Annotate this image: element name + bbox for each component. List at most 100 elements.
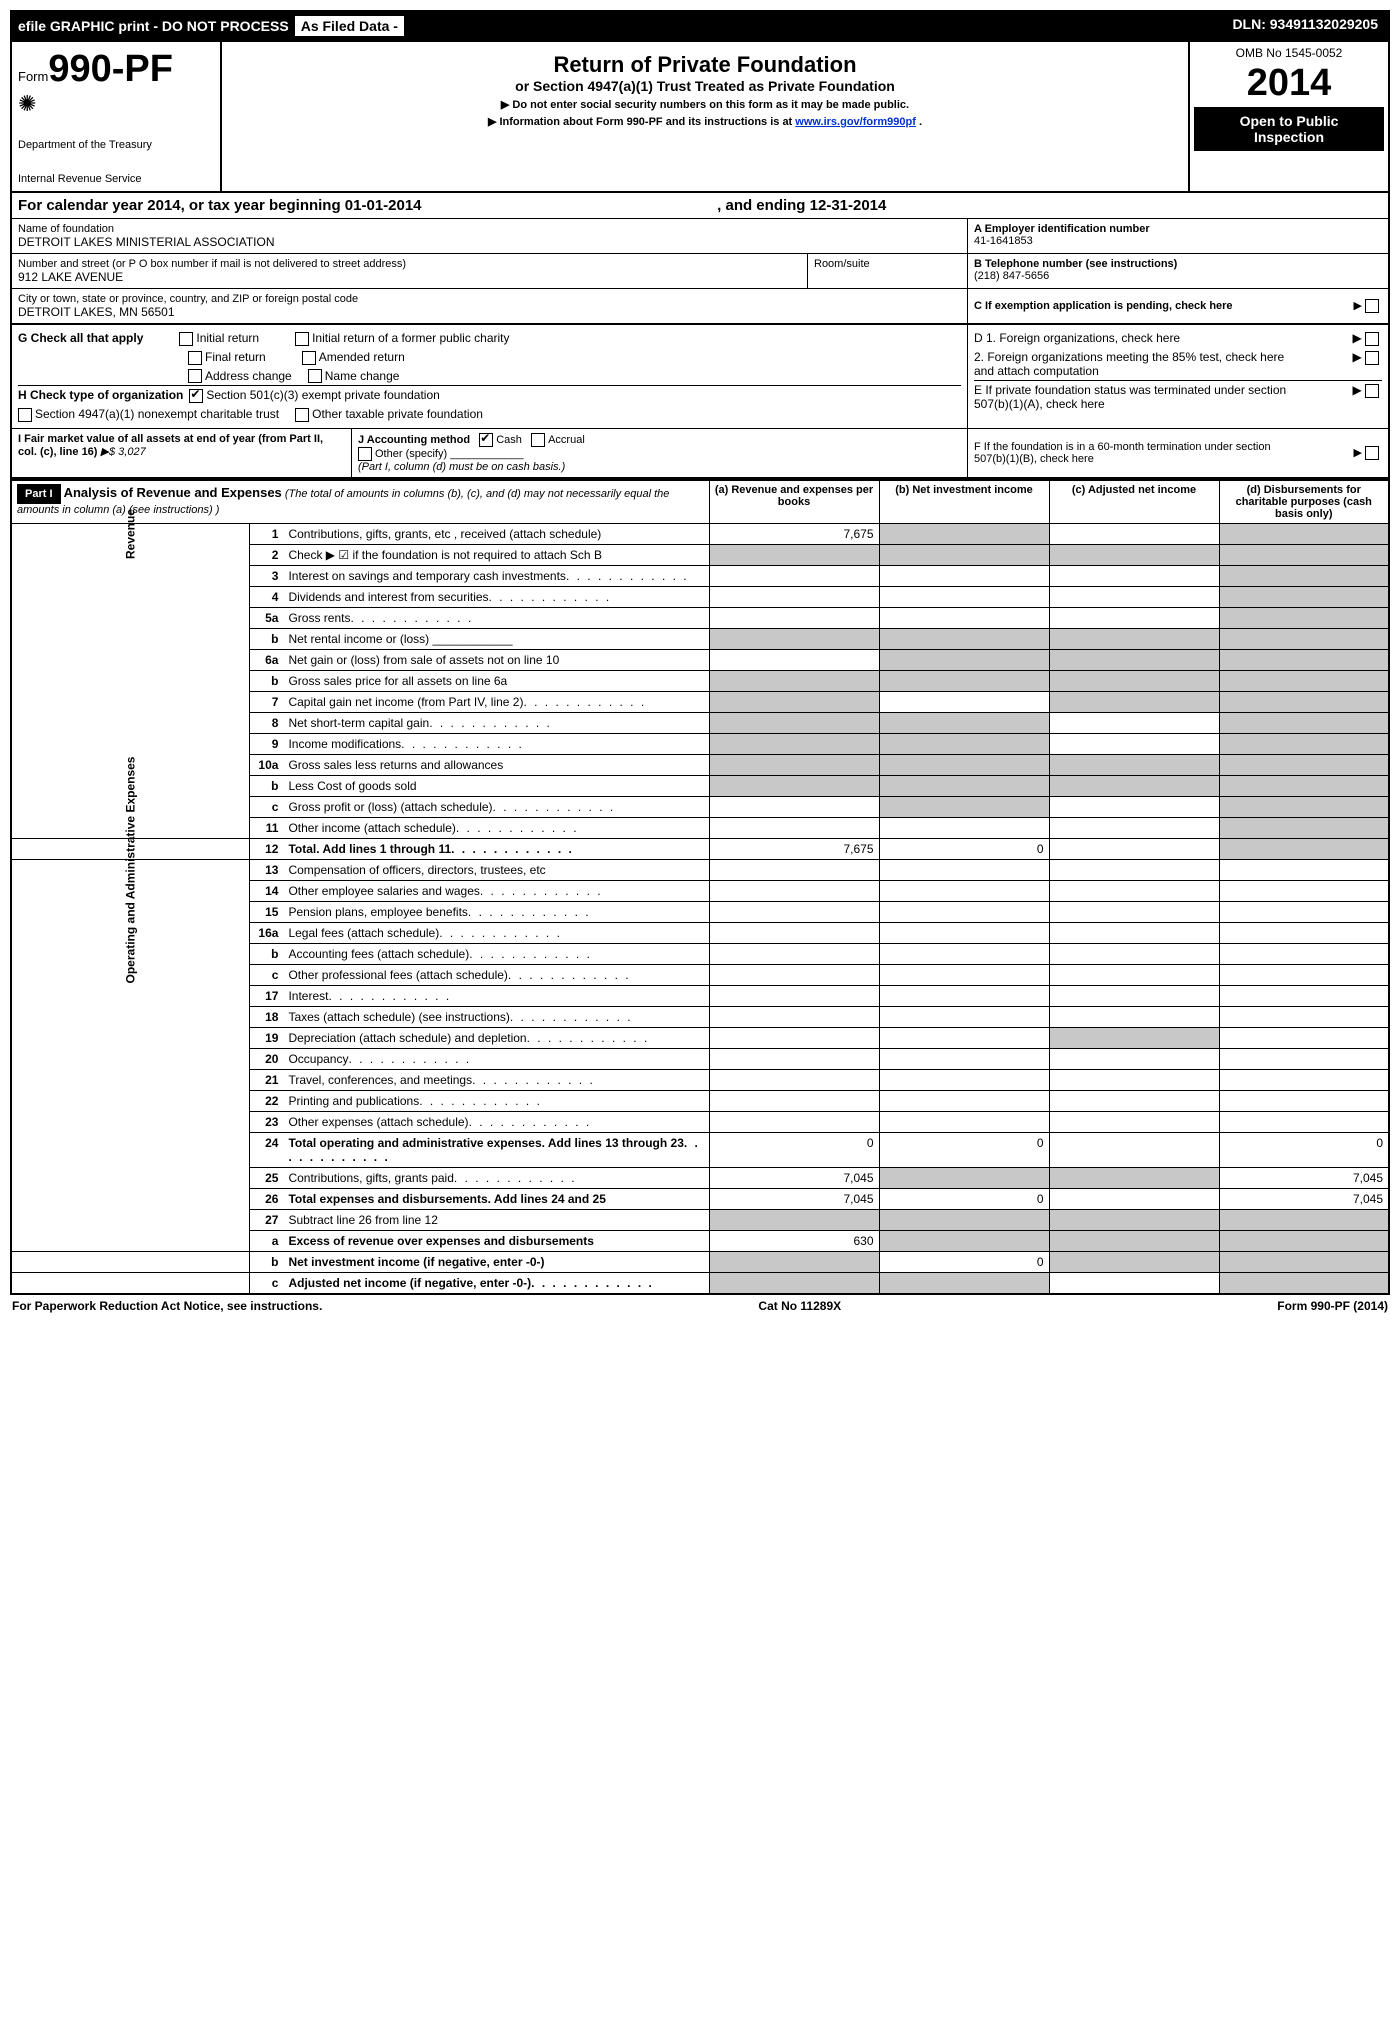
part1-table: Part I Analysis of Revenue and Expenses …: [10, 479, 1390, 1295]
irs-link[interactable]: www.irs.gov/form990pf: [795, 116, 916, 128]
dept-treasury: Department of the Treasury: [18, 139, 214, 151]
f-cb[interactable]: [1365, 446, 1379, 460]
as-filed-label: As Filed Data -: [295, 16, 404, 36]
city-label: City or town, state or province, country…: [18, 293, 961, 305]
h-o3: Other taxable private foundation: [312, 407, 483, 421]
d1-cb[interactable]: [1365, 332, 1379, 346]
row-27c: Adjusted net income (if negative, enter …: [283, 1273, 709, 1295]
note-info: ▶ Information about Form 990-PF and its …: [488, 116, 795, 128]
val-27a: 630: [709, 1231, 879, 1252]
form-prefix: Form: [18, 69, 48, 84]
row-1: Contributions, gifts, grants, etc , rece…: [283, 524, 709, 545]
row-6b: Gross sales price for all assets on line…: [283, 671, 709, 692]
g-o3: Final return: [205, 350, 266, 364]
dln-label: DLN:: [1232, 16, 1265, 32]
efile-label: efile GRAPHIC print - DO NOT PROCESS: [18, 18, 289, 34]
top-bar: efile GRAPHIC print - DO NOT PROCESS As …: [10, 10, 1390, 42]
ein-label: A Employer identification number: [974, 223, 1382, 235]
g-name-cb[interactable]: [308, 369, 322, 383]
exemption-label: C If exemption application is pending, c…: [974, 300, 1233, 312]
omb-no: OMB No 1545-0052: [1194, 46, 1384, 60]
val-12b: 0: [879, 839, 1049, 860]
h-other-cb[interactable]: [295, 408, 309, 422]
phone-value: (218) 847-5656: [974, 270, 1382, 282]
val-25a: 7,045: [709, 1168, 879, 1189]
footer-left: For Paperwork Reduction Act Notice, see …: [12, 1299, 322, 1313]
calendar-year-row: For calendar year 2014, or tax year begi…: [10, 193, 1390, 219]
j-label: J Accounting method: [358, 434, 470, 446]
j-cash-cb[interactable]: [479, 433, 493, 447]
d2-cb[interactable]: [1365, 351, 1379, 365]
row-26: Total expenses and disbursements. Add li…: [283, 1189, 709, 1210]
f-label: F If the foundation is in a 60-month ter…: [974, 441, 1304, 465]
val-26a: 7,045: [709, 1189, 879, 1210]
h-501c3-cb[interactable]: [189, 389, 203, 403]
footer-right-yr: (2014): [1350, 1299, 1388, 1313]
row-16a: Legal fees (attach schedule): [283, 923, 709, 944]
note-ssn: ▶ Do not enter social security numbers o…: [232, 98, 1178, 111]
footer-mid: Cat No 11289X: [758, 1299, 841, 1313]
val-26b: 0: [879, 1189, 1049, 1210]
g-label: G Check all that apply: [18, 331, 143, 345]
city-value: DETROIT LAKES, MN 56501: [18, 305, 961, 319]
row-25: Contributions, gifts, grants paid: [283, 1168, 709, 1189]
val-24d: 0: [1219, 1133, 1389, 1168]
g-amended-cb[interactable]: [302, 351, 316, 365]
row-27a: Excess of revenue over expenses and disb…: [283, 1231, 709, 1252]
j-other-cb[interactable]: [358, 447, 372, 461]
revenue-side-label: Revenue: [123, 421, 137, 648]
val-26d: 7,045: [1219, 1189, 1389, 1210]
e-label: E If private foundation status was termi…: [974, 383, 1304, 411]
g-o5: Address change: [205, 369, 292, 383]
g-o1: Initial return: [196, 331, 259, 345]
row-12: Total. Add lines 1 through 11: [283, 839, 709, 860]
col-d-header: (d) Disbursements for charitable purpose…: [1219, 480, 1389, 524]
val-12a: 7,675: [709, 839, 879, 860]
row-15: Pension plans, employee benefits: [283, 902, 709, 923]
form-title: Return of Private Foundation: [232, 52, 1178, 78]
e-cb[interactable]: [1365, 384, 1379, 398]
row-3: Interest on savings and temporary cash i…: [283, 566, 709, 587]
row-17: Interest: [283, 986, 709, 1007]
h-4947-cb[interactable]: [18, 408, 32, 422]
cal-begin: For calendar year 2014, or tax year begi…: [18, 197, 422, 214]
cal-end: , and ending 12-31-2014: [717, 197, 886, 214]
row-7: Capital gain net income (from Part IV, l…: [283, 692, 709, 713]
expenses-side-label: Operating and Administrative Expenses: [123, 757, 137, 984]
room-label: Room/suite: [814, 258, 961, 270]
col-a-header: (a) Revenue and expenses per books: [709, 480, 879, 524]
row-4: Dividends and interest from securities: [283, 587, 709, 608]
g-address-cb[interactable]: [188, 369, 202, 383]
form-header: Form990-PF ✺ Department of the Treasury …: [10, 42, 1390, 193]
row-27b: Net investment income (if negative, ente…: [283, 1252, 709, 1273]
d2-label: 2. Foreign organizations meeting the 85%…: [974, 350, 1304, 378]
row-16c: Other professional fees (attach schedule…: [283, 965, 709, 986]
g-o4: Amended return: [319, 350, 405, 364]
row-22: Printing and publications: [283, 1091, 709, 1112]
d1-label: D 1. Foreign organizations, check here: [974, 331, 1180, 345]
row-9: Income modifications: [283, 734, 709, 755]
g-initial-former-cb[interactable]: [295, 332, 309, 346]
row-18: Taxes (attach schedule) (see instruction…: [283, 1007, 709, 1028]
g-o6: Name change: [325, 369, 400, 383]
j-accrual-cb[interactable]: [531, 433, 545, 447]
j-accrual: Accrual: [548, 434, 585, 446]
form-number: 990-PF: [48, 48, 173, 90]
val-25d: 7,045: [1219, 1168, 1389, 1189]
g-initial-return-cb[interactable]: [179, 332, 193, 346]
g-final-cb[interactable]: [188, 351, 202, 365]
val-24a: 0: [709, 1133, 879, 1168]
row-16b: Accounting fees (attach schedule): [283, 944, 709, 965]
i-label: I Fair market value of all assets at end…: [18, 433, 323, 458]
col-b-header: (b) Net investment income: [879, 480, 1049, 524]
street-address: 912 LAKE AVENUE: [18, 270, 801, 284]
j-note: (Part I, column (d) must be on cash basi…: [358, 461, 961, 473]
ein-value: 41-1641853: [974, 235, 1382, 247]
foundation-name: DETROIT LAKES MINISTERIAL ASSOCIATION: [18, 235, 961, 249]
j-cash: Cash: [496, 434, 522, 446]
exemption-checkbox[interactable]: [1365, 299, 1379, 313]
page-footer: For Paperwork Reduction Act Notice, see …: [10, 1295, 1390, 1317]
open-public-2: Inspection: [1198, 129, 1380, 145]
val-27b: 0: [879, 1252, 1049, 1273]
name-label: Name of foundation: [18, 223, 961, 235]
